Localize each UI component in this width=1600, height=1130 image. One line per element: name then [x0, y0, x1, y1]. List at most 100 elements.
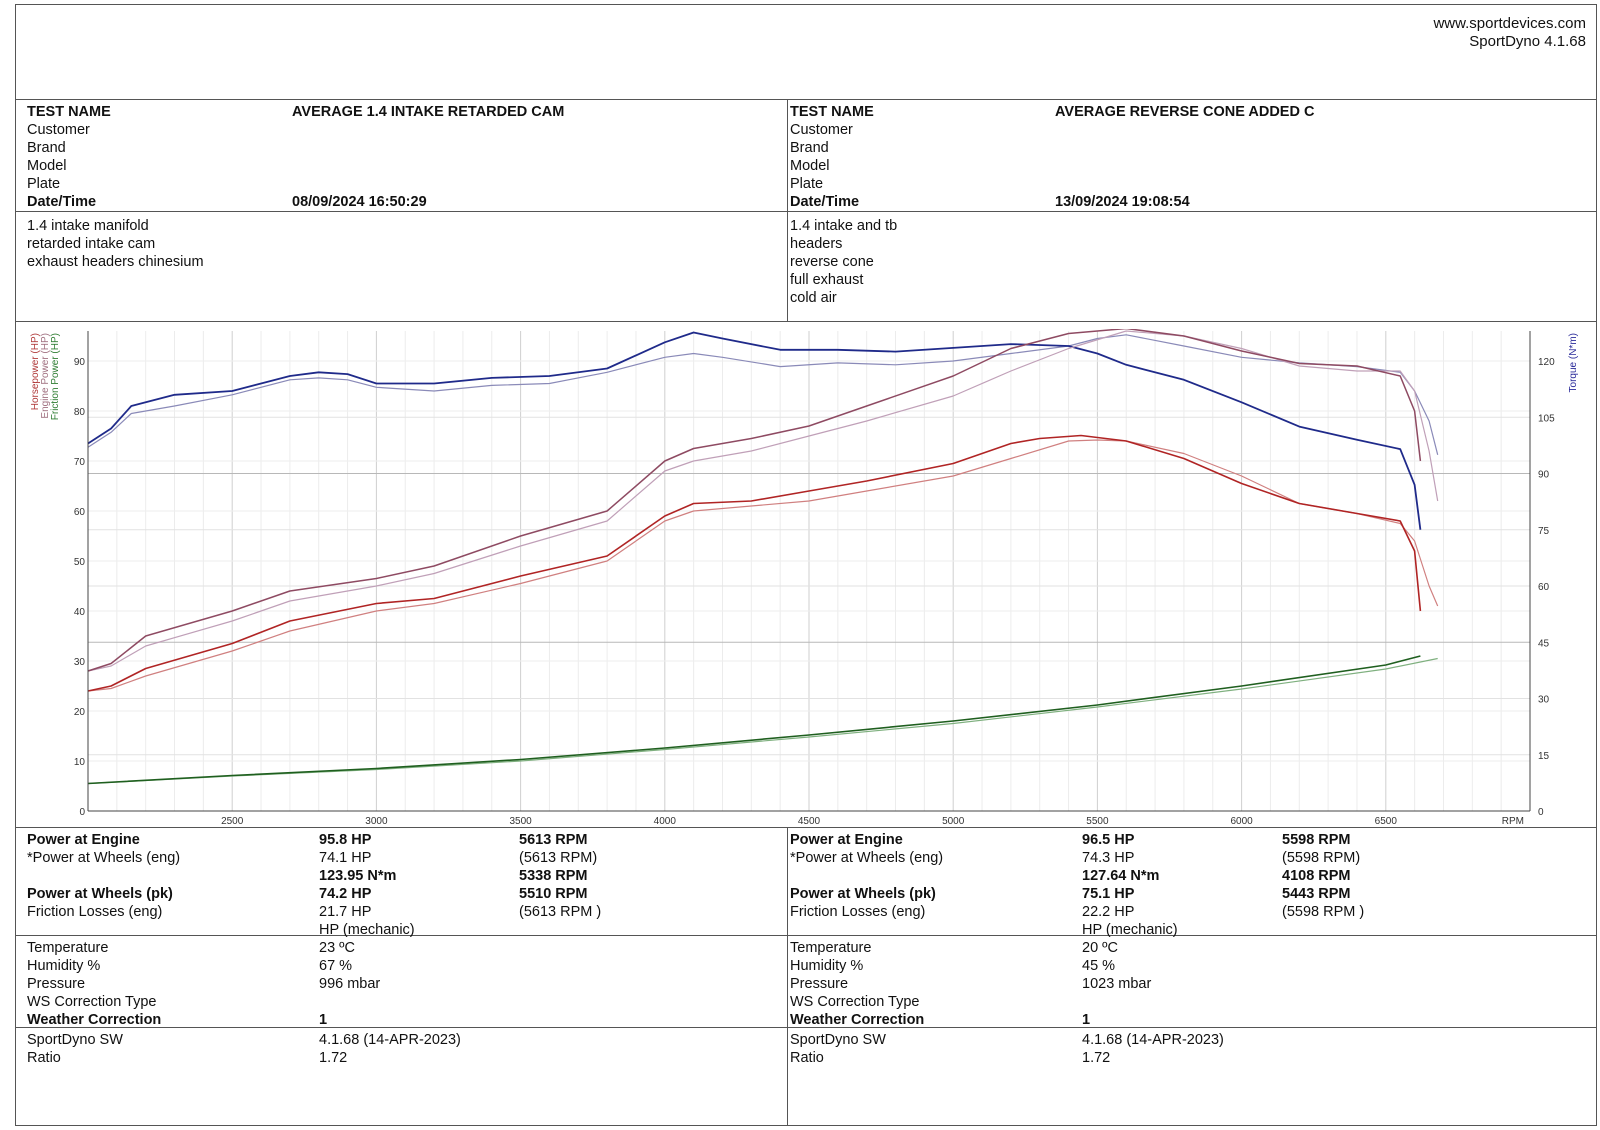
- x-tick-label: 3500: [509, 816, 532, 827]
- header-branding: www.sportdevices.com SportDyno 4.1.68: [1433, 15, 1586, 51]
- friction-unit: HP (mechanic): [319, 922, 415, 938]
- wheels-eng-label: *Power at Wheels (eng): [27, 850, 181, 866]
- y-left-tick-label: 40: [74, 607, 86, 618]
- y-left-tick-label: 50: [74, 557, 86, 568]
- left-axis-title: Horsepower (HP): [30, 333, 41, 410]
- separator: [16, 321, 1596, 322]
- customer-label: Customer: [790, 122, 853, 138]
- note-line: exhaust headers chinesium: [27, 254, 204, 270]
- note-line: 1.4 intake manifold: [27, 218, 149, 234]
- separator: [16, 827, 1596, 828]
- pressure-label: Pressure: [27, 976, 86, 992]
- plate-label: Plate: [27, 176, 61, 192]
- friction-label: Friction Losses (eng): [790, 904, 926, 920]
- series-line: [87, 330, 1439, 672]
- weather-correction-value: 1: [1082, 1012, 1091, 1028]
- column-divider: [787, 99, 788, 321]
- dyno-report-sheet: www.sportdevices.com SportDyno 4.1.68 TE…: [15, 4, 1597, 1126]
- wheels-pk-value: 75.1 HP: [1082, 886, 1135, 902]
- datetime-label: Date/Time: [27, 194, 97, 210]
- friction-label: Friction Losses (eng): [27, 904, 163, 920]
- note-line: reverse cone: [790, 254, 874, 270]
- wheels-eng-label: *Power at Wheels (eng): [790, 850, 944, 866]
- separator: [16, 1027, 1596, 1028]
- weather-correction-label: Weather Correction: [790, 1012, 925, 1028]
- left-axis-title: Friction Power (HP): [50, 333, 61, 420]
- temperature-value: 23 ºC: [319, 940, 355, 956]
- y-right-tick-label: 120: [1538, 357, 1555, 368]
- wheels-eng-rpm: (5613 RPM): [519, 850, 598, 866]
- datetime-value: 13/09/2024 19:08:54: [1055, 194, 1190, 210]
- y-left-tick-label: 30: [74, 657, 86, 668]
- note-line: retarded intake cam: [27, 236, 156, 252]
- series-line: [87, 331, 1422, 530]
- pressure-value: 1023 mbar: [1082, 976, 1152, 992]
- friction-rpm: (5613 RPM ): [519, 904, 602, 920]
- humidity-value: 67 %: [319, 958, 353, 974]
- series-layer: [87, 327, 1439, 785]
- y-left-tick-label: 80: [74, 407, 86, 418]
- x-tick-label: 3000: [365, 816, 388, 827]
- customer-label: Customer: [27, 122, 90, 138]
- x-tick-label: 5500: [1086, 816, 1109, 827]
- x-tick-label: 6000: [1230, 816, 1253, 827]
- torque-rpm: 5338 RPM: [519, 868, 588, 884]
- y-left-tick-label: 90: [74, 357, 86, 368]
- note-line: full exhaust: [790, 272, 864, 288]
- test-name-label: TEST NAME: [790, 104, 874, 120]
- sw-label: SportDyno SW: [790, 1032, 886, 1048]
- series-line: [87, 655, 1421, 785]
- site-url[interactable]: www.sportdevices.com: [1433, 15, 1586, 32]
- y-right-tick-label: 75: [1538, 526, 1550, 537]
- note-line: cold air: [790, 290, 837, 306]
- sw-value: 4.1.68 (14-APR-2023): [319, 1032, 461, 1048]
- temperature-label: Temperature: [790, 940, 872, 956]
- axis-labels: Horsepower (HP) Engine Power (HP) Friction…: [30, 333, 1579, 420]
- software-version: SportDyno 4.1.68: [1469, 33, 1586, 50]
- separator: [16, 935, 1596, 936]
- plate-label: Plate: [790, 176, 824, 192]
- friction-rpm: (5598 RPM ): [1282, 904, 1365, 920]
- humidity-label: Humidity %: [27, 958, 101, 974]
- ratio-label: Ratio: [27, 1050, 61, 1066]
- wheels-pk-value: 74.2 HP: [319, 886, 372, 902]
- ws-correction-label: WS Correction Type: [27, 994, 157, 1010]
- y-left-tick-label: 10: [74, 757, 86, 768]
- y-left-tick-label: 0: [79, 807, 85, 818]
- brand-label: Brand: [27, 140, 66, 156]
- note-line: headers: [790, 236, 843, 252]
- weather-correction-value: 1: [319, 1012, 328, 1028]
- wheels-pk-label: Power at Wheels (pk): [27, 886, 173, 902]
- ratio-value: 1.72: [1082, 1050, 1111, 1066]
- ratio-label: Ratio: [790, 1050, 824, 1066]
- y-left-tick-label: 60: [74, 507, 86, 518]
- y-right-tick-label: 45: [1538, 638, 1550, 649]
- separator: [16, 211, 1596, 212]
- wheels-eng-value: 74.3 HP: [1082, 850, 1135, 866]
- y-right-tick-label: 90: [1538, 470, 1550, 481]
- power-engine-rpm: 5613 RPM: [519, 832, 588, 848]
- y-right-tick-label: 60: [1538, 582, 1550, 593]
- test-name-label: TEST NAME: [27, 104, 111, 120]
- wheels-pk-rpm: 5443 RPM: [1282, 886, 1351, 902]
- datetime-value: 08/09/2024 16:50:29: [292, 194, 427, 210]
- friction-value: 21.7 HP: [319, 904, 372, 920]
- left-axis-title: Engine Power (HP): [40, 333, 51, 419]
- torque-value: 123.95 N*m: [319, 868, 397, 884]
- y-right-tick-label: 15: [1538, 751, 1550, 762]
- power-engine-rpm: 5598 RPM: [1282, 832, 1351, 848]
- x-tick-label: 4500: [798, 816, 821, 827]
- ratio-value: 1.72: [319, 1050, 348, 1066]
- x-tick-label: 2500: [221, 816, 244, 827]
- y-right-tick-label: 0: [1538, 807, 1544, 818]
- y-right-tick-label: 105: [1538, 413, 1555, 424]
- sw-value: 4.1.68 (14-APR-2023): [1082, 1032, 1224, 1048]
- x-tick-label: 4000: [654, 816, 677, 827]
- model-label: Model: [27, 158, 67, 174]
- wheels-pk-label: Power at Wheels (pk): [790, 886, 936, 902]
- wheels-pk-rpm: 5510 RPM: [519, 886, 588, 902]
- right-axis-title: Torque (N*m): [1568, 333, 1579, 392]
- power-engine-value: 96.5 HP: [1082, 832, 1135, 848]
- friction-value: 22.2 HP: [1082, 904, 1135, 920]
- dyno-chart: 2500 3000 3500 4000 4500 5000 5500 6000 6500 RPM 0…: [16, 327, 1596, 847]
